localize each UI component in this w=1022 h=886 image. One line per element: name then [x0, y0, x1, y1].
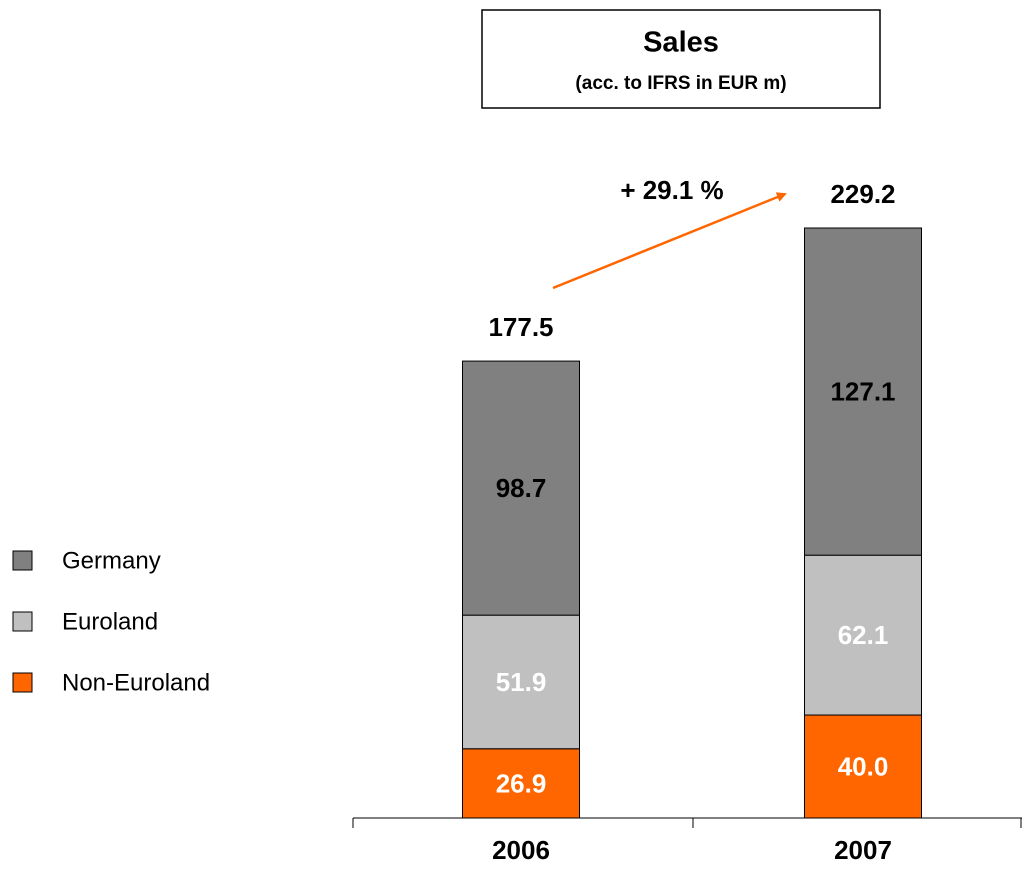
legend-label: Non-Euroland	[62, 669, 210, 696]
total-label: 229.2	[830, 179, 895, 209]
total-label: 177.5	[488, 312, 553, 342]
value-label: 51.9	[496, 667, 547, 697]
legend-label: Germany	[62, 547, 161, 574]
bar-segment	[462, 748, 580, 819]
value-label: 127.1	[830, 376, 895, 406]
bar-segment	[804, 227, 922, 556]
value-label: 40.0	[838, 751, 889, 781]
legend-label: Euroland	[62, 608, 158, 635]
legend-swatch	[12, 611, 33, 632]
value-label: 62.1	[838, 620, 889, 650]
chart-title: Sales	[643, 27, 719, 59]
bar-segment	[804, 554, 922, 716]
title-box	[481, 9, 881, 109]
x-tick-label: 2007	[834, 835, 892, 865]
x-tick-label: 2006	[492, 835, 550, 865]
legend-swatch	[12, 550, 33, 571]
value-label: 26.9	[496, 768, 547, 798]
bar-segment	[804, 714, 922, 819]
legend-swatch	[12, 672, 33, 693]
chart-subtitle: (acc. to IFRS in EUR m)	[575, 73, 786, 94]
bar-segment	[462, 360, 580, 616]
growth-arrow	[552, 192, 787, 290]
value-label: 98.7	[496, 473, 547, 503]
bar-segment	[462, 614, 580, 750]
annotation: + 29.1 %	[620, 175, 723, 205]
